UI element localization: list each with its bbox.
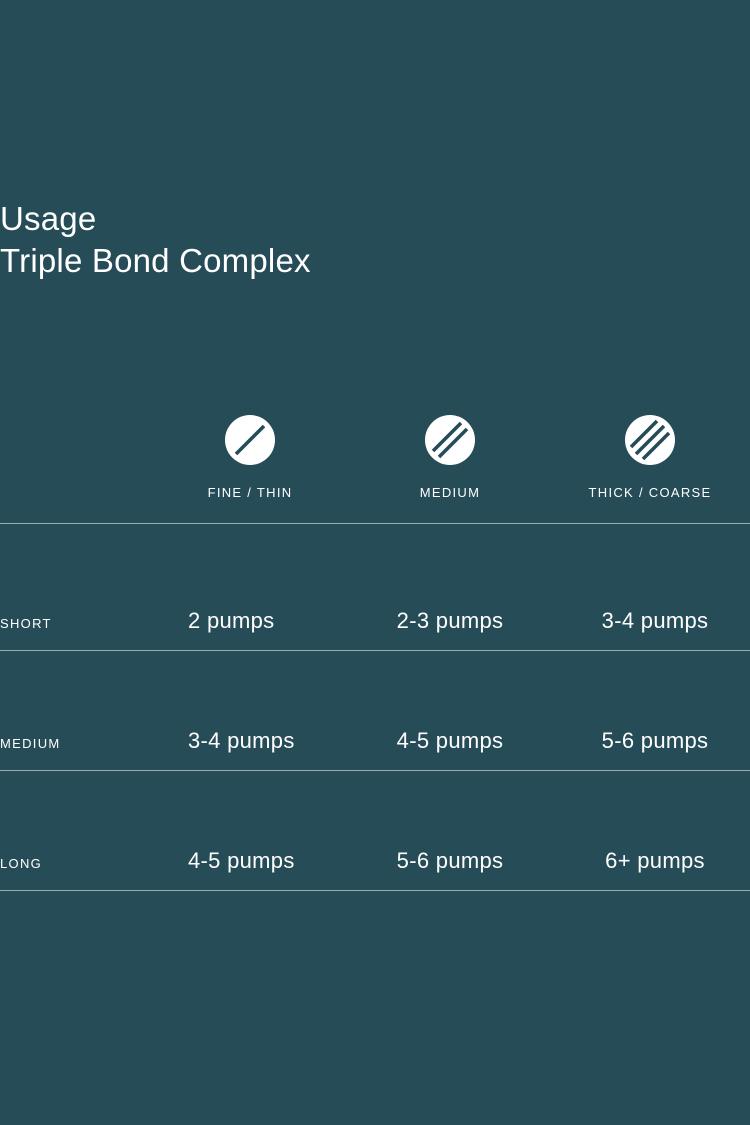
usage-chart: Usage Triple Bond Complex FINE / THIN ME… xyxy=(0,0,750,1125)
cell-value: 2 pumps xyxy=(150,608,350,634)
row-short: SHORT 2 pumps 2-3 pumps 3-4 pumps xyxy=(0,608,750,651)
column-headers: FINE / THIN MEDIUM THICK / COARSE xyxy=(0,415,750,500)
header-label: THICK / COARSE xyxy=(589,485,712,500)
row-label: MEDIUM xyxy=(0,736,150,751)
header-medium: MEDIUM xyxy=(350,415,550,500)
title-line-2: Triple Bond Complex xyxy=(0,240,311,282)
header-thick-coarse: THICK / COARSE xyxy=(550,415,750,500)
row-label: LONG xyxy=(0,856,150,871)
cell-value: 6+ pumps xyxy=(550,848,750,874)
header-spacer xyxy=(0,415,150,500)
cell-value: 4-5 pumps xyxy=(150,848,350,874)
cell-value: 5-6 pumps xyxy=(350,848,550,874)
header-label: MEDIUM xyxy=(420,485,481,500)
chart-title: Usage Triple Bond Complex xyxy=(0,198,311,282)
cell-value: 5-6 pumps xyxy=(550,728,750,754)
fine-thin-icon xyxy=(225,415,275,465)
cell-value: 3-4 pumps xyxy=(150,728,350,754)
title-line-1: Usage xyxy=(0,198,311,240)
thick-coarse-icon xyxy=(625,415,675,465)
cell-value: 4-5 pumps xyxy=(350,728,550,754)
medium-icon xyxy=(425,415,475,465)
header-divider xyxy=(0,523,750,524)
cell-value: 3-4 pumps xyxy=(550,608,750,634)
header-label: FINE / THIN xyxy=(208,485,293,500)
row-medium: MEDIUM 3-4 pumps 4-5 pumps 5-6 pumps xyxy=(0,728,750,771)
header-fine-thin: FINE / THIN xyxy=(150,415,350,500)
cell-value: 2-3 pumps xyxy=(350,608,550,634)
row-label: SHORT xyxy=(0,616,150,631)
row-long: LONG 4-5 pumps 5-6 pumps 6+ pumps xyxy=(0,848,750,891)
